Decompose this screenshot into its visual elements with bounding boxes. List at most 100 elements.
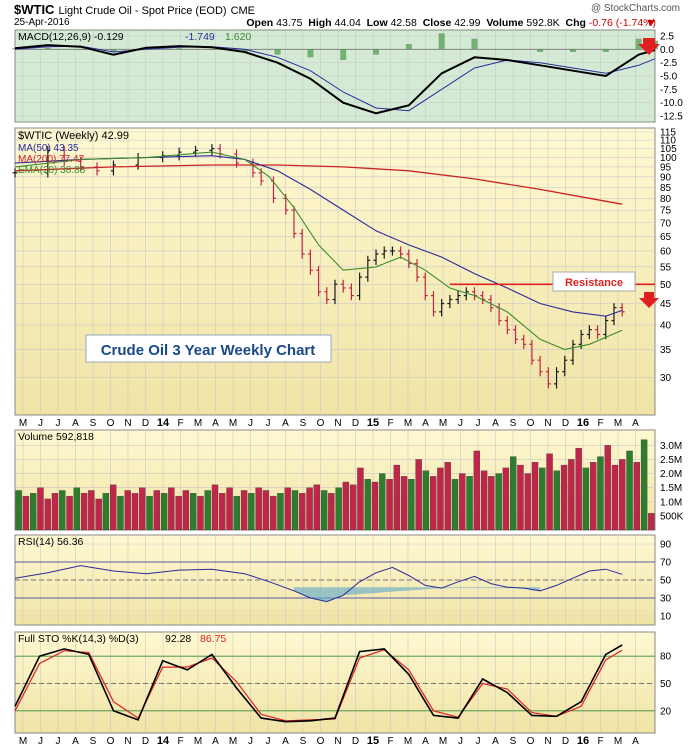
volume-bar <box>575 447 582 531</box>
y-tick-label: 50 <box>660 280 672 291</box>
volume-bar <box>29 493 37 531</box>
volume-bar <box>480 470 488 531</box>
x-tick-label: O <box>527 418 535 429</box>
x-tick-label: M <box>439 418 447 429</box>
macd-histogram-bar <box>77 49 84 50</box>
volume-bar <box>393 464 401 531</box>
y-tick-label: 115 <box>660 128 676 139</box>
macd-histogram-bar <box>405 44 412 50</box>
volume-bar <box>284 487 291 531</box>
volume-bar <box>328 493 335 531</box>
volume-bar <box>640 439 648 531</box>
x-tick-label: A <box>492 736 499 747</box>
x-tick-label: J <box>38 418 43 429</box>
y-tick-label: 50 <box>660 576 672 587</box>
x-tick-label: A <box>632 736 639 747</box>
volume-bar <box>88 490 95 531</box>
x-tick-label: J <box>458 418 463 429</box>
chart-date: 25-Apr-2016 <box>14 17 70 28</box>
x-tick-label: D <box>562 736 569 747</box>
chart-header: $WTIC Light Crude Oil - Spot Price (EOD) C… <box>0 0 700 30</box>
volume-bar <box>400 476 408 531</box>
volume-bar <box>59 490 66 531</box>
x-tick-label: M <box>614 418 622 429</box>
macd-histogram-bar <box>569 49 576 52</box>
x-tick-label: S <box>90 736 97 747</box>
volume-bar <box>299 493 306 531</box>
macd-legend: MACD(12,26,9) -0.129 <box>18 31 124 43</box>
y-tick-label: 45 <box>660 299 672 310</box>
volume-bar <box>451 479 459 531</box>
y-tick-label: 75 <box>660 206 672 217</box>
macd-histogram-bar <box>176 48 183 50</box>
x-tick-label: 14 <box>157 417 170 429</box>
x-tick-label: J <box>476 418 481 429</box>
y-tick-label: 70 <box>660 218 672 229</box>
volume-bar <box>357 467 364 531</box>
x-tick-label: M <box>229 736 237 747</box>
macd-histogram-bar <box>438 33 445 50</box>
volume-bar <box>95 498 102 531</box>
y-tick-label: 2.5 <box>660 32 674 43</box>
x-tick-label: D <box>142 418 149 429</box>
x-tick-label: J <box>458 736 463 747</box>
y-tick-label: 35 <box>660 345 672 356</box>
volume-bar <box>131 493 139 531</box>
volume-bar <box>146 495 153 531</box>
volume-bar <box>444 462 451 531</box>
x-tick-label: A <box>212 736 219 747</box>
y-tick-label: 90 <box>660 540 672 551</box>
x-tick-label: N <box>334 418 341 429</box>
price-arrow-icon <box>639 292 659 308</box>
volume-bar <box>408 479 415 531</box>
rsi-line <box>14 565 623 603</box>
x-tick-label: M <box>229 418 237 429</box>
volume-bar <box>277 493 284 531</box>
x-tick-label: N <box>334 736 341 747</box>
volume-bar <box>560 464 568 531</box>
x-tick-label: M <box>194 418 202 429</box>
x-tick-label: 16 <box>577 735 589 747</box>
volume-bar <box>219 493 226 531</box>
volume-bar <box>553 470 561 531</box>
volume-bar <box>619 459 626 531</box>
x-tick-label: M <box>439 736 447 747</box>
volume-bar <box>589 462 597 531</box>
x-tick-label: D <box>142 736 149 747</box>
x-tick-label: A <box>632 418 639 429</box>
volume-bar <box>568 459 575 531</box>
x-tick-label: M <box>19 418 27 429</box>
volume-bar <box>546 453 553 531</box>
volume-bar <box>117 495 124 531</box>
volume-bar <box>80 493 88 531</box>
x-tick-label: M <box>404 418 412 429</box>
macd-histogram-bar <box>340 49 347 60</box>
annotation-box <box>85 334 332 363</box>
x-tick-label: F <box>597 418 603 429</box>
y-tick-label: 70 <box>660 558 672 569</box>
volume-bar <box>466 476 473 531</box>
quote-bar: Open 43.75 High 44.04 Low 42.58 Close 42… <box>246 17 656 29</box>
x-tick-label: J <box>266 418 271 429</box>
volume-bar <box>175 495 182 531</box>
price-legend: $WTIC (Weekly) 42.99 <box>18 130 129 142</box>
volume-bar <box>124 490 131 531</box>
x-tick-label: 15 <box>367 735 379 747</box>
macd-histogram-bar <box>274 49 281 55</box>
macd-histogram-bar <box>537 49 544 52</box>
x-tick-label: D <box>562 418 569 429</box>
volume-bar <box>226 487 233 531</box>
x-tick-label: A <box>72 418 79 429</box>
y-tick-label: 65 <box>660 232 672 243</box>
sto-k-legend: 92.28 <box>165 633 191 645</box>
x-tick-label: S <box>300 418 307 429</box>
y-tick-label: 100 <box>660 153 677 164</box>
volume-bar <box>189 493 197 531</box>
y-tick-label: 55 <box>660 262 672 273</box>
volume-bar <box>44 498 51 531</box>
x-tick-label: S <box>90 418 97 429</box>
y-tick-label: -10.0 <box>660 98 683 109</box>
x-tick-label: A <box>282 736 289 747</box>
volume-bar <box>488 476 495 531</box>
y-tick-label: 90 <box>660 172 672 183</box>
